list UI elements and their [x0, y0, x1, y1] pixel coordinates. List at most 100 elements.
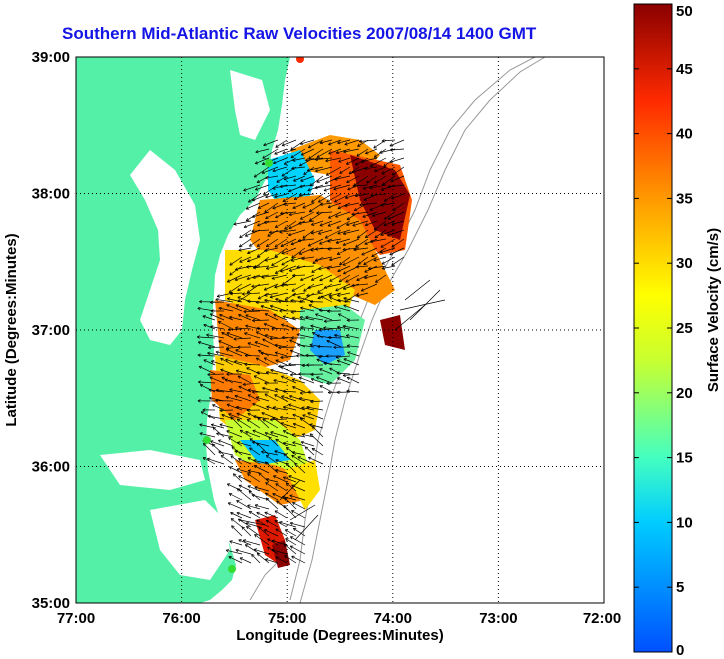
current-arrow	[272, 493, 288, 501]
current-arrow-head	[292, 158, 296, 161]
current-arrow	[392, 166, 405, 176]
current-arrow-head	[265, 497, 268, 502]
current-arrow-head	[284, 497, 286, 501]
current-arrow-head	[323, 362, 327, 366]
current-arrow-head	[251, 230, 255, 233]
current-arrow	[265, 482, 279, 492]
current-arrow-head	[243, 539, 247, 541]
current-arrow-head	[359, 141, 363, 144]
current-arrow	[271, 274, 288, 280]
current-arrow-head	[209, 396, 213, 399]
current-arrow-head	[234, 279, 238, 282]
current-arrow-head	[256, 553, 259, 557]
current-arrow-head	[252, 440, 256, 443]
current-arrow	[236, 418, 252, 429]
current-arrow	[291, 555, 306, 564]
current-arrow-head	[271, 540, 275, 543]
current-arrow-head	[300, 307, 303, 310]
current-arrow-head	[318, 268, 322, 271]
current-arrow-head	[325, 158, 329, 162]
current-arrow-head	[308, 457, 311, 460]
current-arrow-head	[199, 299, 203, 303]
current-arrow-head	[264, 298, 268, 301]
current-arrow	[310, 400, 324, 403]
current-arrow-head	[258, 526, 262, 528]
current-arrow	[327, 220, 342, 227]
current-arrow-head	[247, 300, 250, 303]
current-arrow	[243, 220, 261, 228]
current-arrow	[279, 229, 297, 233]
current-arrow	[275, 556, 288, 564]
current-arrow-head	[264, 295, 268, 297]
current-arrow	[316, 148, 333, 158]
current-arrow-head	[264, 382, 268, 385]
current-arrow-head	[253, 414, 257, 417]
current-arrow-head	[288, 363, 292, 367]
current-arrow-head	[272, 407, 276, 410]
current-arrow	[329, 274, 342, 282]
current-arrow-head	[355, 265, 359, 268]
current-arrow	[274, 148, 288, 155]
current-arrow-head	[301, 407, 305, 410]
current-arrow	[239, 429, 252, 438]
current-arrow-head	[335, 240, 339, 244]
current-arrow	[337, 299, 351, 303]
current-arrow-head	[327, 392, 331, 395]
current-arrow	[280, 355, 297, 358]
current-arrow-head	[226, 331, 230, 334]
current-arrow	[363, 184, 378, 190]
current-arrow-head	[196, 336, 200, 339]
current-arrow-head	[339, 261, 342, 265]
current-arrow	[243, 184, 261, 191]
current-arrow-head	[206, 333, 210, 336]
current-arrow-head	[207, 457, 211, 459]
current-arrow-head	[253, 416, 256, 419]
current-arrow-head	[249, 447, 252, 451]
current-arrow-head	[334, 199, 337, 203]
current-arrow	[300, 326, 315, 330]
current-arrow	[238, 247, 252, 251]
current-arrow-head	[221, 332, 224, 336]
current-arrow	[265, 461, 279, 474]
current-arrow-head	[299, 186, 303, 189]
current-arrow-head	[271, 328, 275, 331]
current-arrow	[302, 229, 315, 239]
current-arrow	[391, 238, 405, 248]
current-arrow-head	[274, 224, 278, 228]
current-arrow-head	[262, 338, 265, 342]
current-arrow-head	[305, 315, 309, 318]
current-arrow	[225, 348, 243, 357]
current-arrow-head	[275, 459, 278, 463]
current-arrow	[236, 468, 252, 474]
current-arrow-head	[370, 193, 374, 196]
colorbar-tick-label: 35	[676, 190, 693, 207]
current-arrow-head	[343, 151, 347, 154]
current-arrow	[262, 387, 279, 393]
current-arrow-head	[246, 409, 250, 413]
station-marker	[296, 57, 304, 63]
current-arrow	[292, 386, 306, 393]
current-arrow-head	[252, 275, 256, 278]
current-arrow	[251, 283, 270, 287]
current-arrow	[233, 473, 243, 483]
current-arrow	[251, 554, 261, 564]
current-arrow-head	[307, 287, 311, 290]
current-arrow-head	[251, 441, 255, 445]
current-arrow-head	[242, 382, 246, 385]
map-title: Southern Mid-Atlantic Raw Velocities 200…	[62, 24, 537, 43]
current-arrow-head	[246, 276, 250, 280]
current-arrow-head	[329, 278, 332, 282]
current-arrow	[264, 283, 279, 291]
current-arrow-head	[207, 415, 211, 419]
current-arrow	[336, 148, 351, 154]
current-arrow	[291, 283, 306, 292]
current-arrow	[290, 350, 306, 357]
current-arrow-head	[278, 299, 282, 302]
current-arrow-head	[269, 297, 273, 299]
current-arrow-head	[271, 326, 275, 329]
current-arrow-head	[292, 442, 295, 445]
current-arrow-head	[308, 218, 312, 221]
current-arrow-head	[309, 433, 312, 437]
current-arrow	[380, 247, 396, 254]
current-arrow-head	[234, 394, 238, 396]
